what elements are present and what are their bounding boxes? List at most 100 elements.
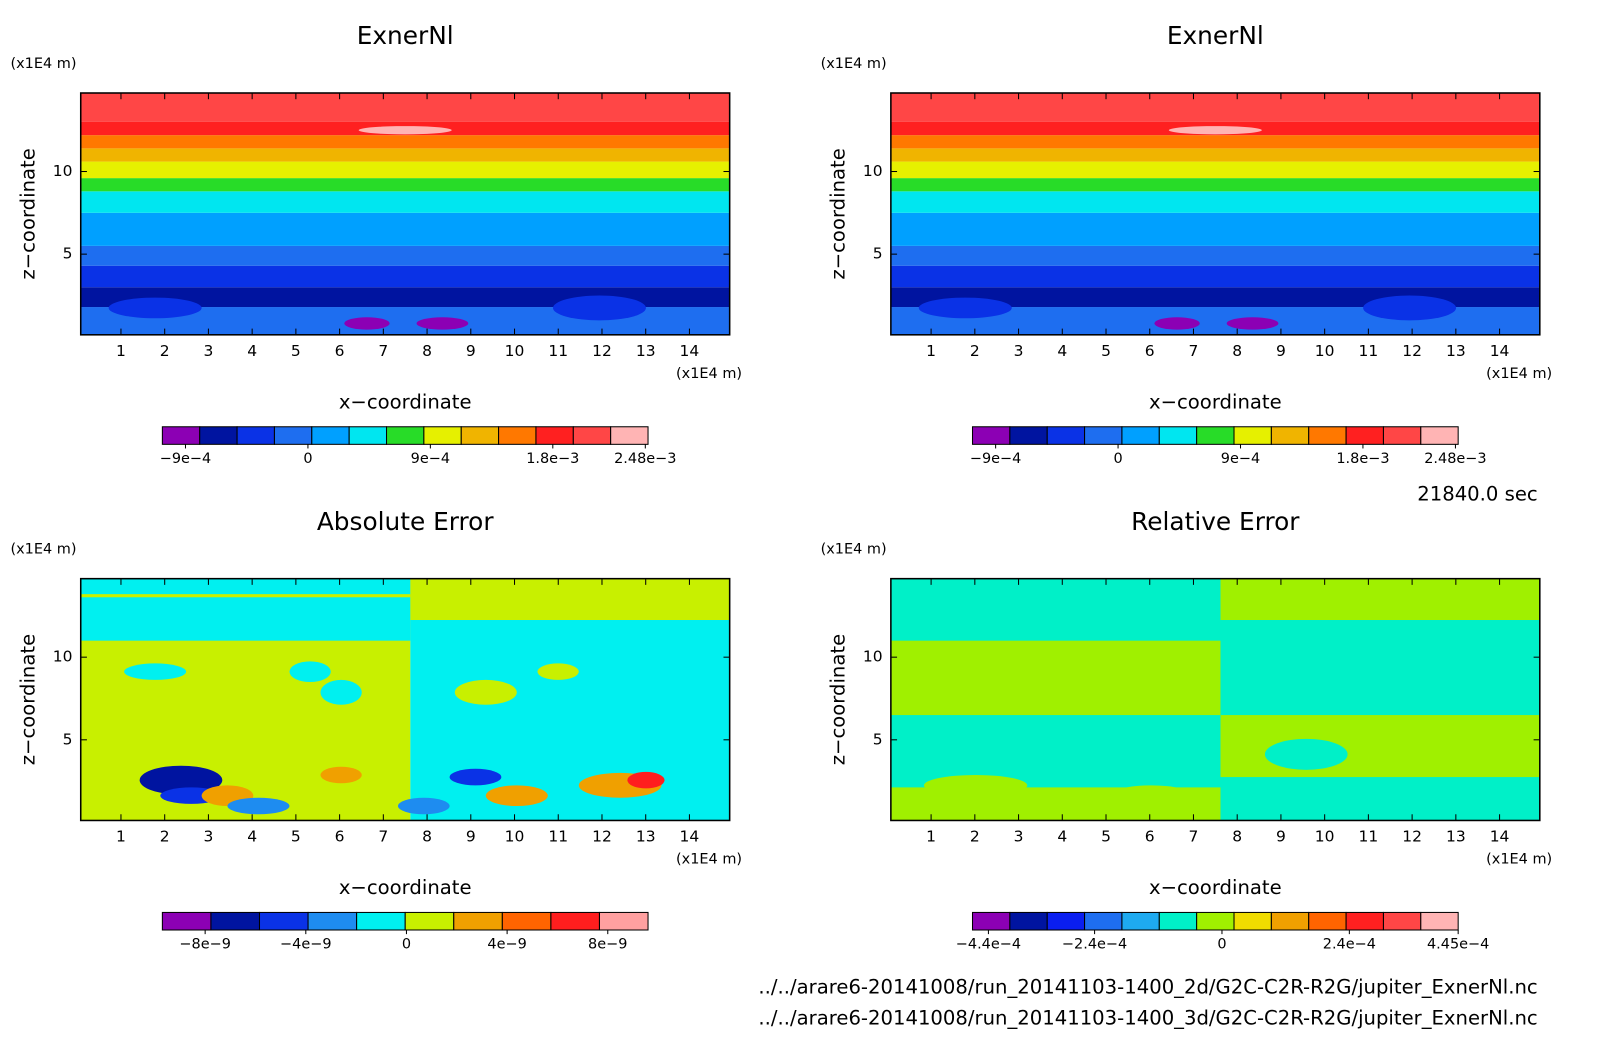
colorbar-box [307, 911, 358, 931]
colorbar-tick-label: 0 [1217, 936, 1226, 952]
field-blob [485, 785, 548, 806]
field-band [80, 148, 730, 162]
x-tick-label: 14 [1490, 342, 1510, 360]
field-band [80, 93, 730, 122]
colorbar-box [423, 426, 462, 445]
x-unit: (x1E4 m) [1486, 852, 1552, 868]
colorbar-box [386, 426, 425, 445]
x-tick-label: 2 [160, 828, 170, 846]
colorbar-tick-label: 4e−9 [487, 936, 526, 952]
x-tick-label: 11 [1359, 342, 1379, 360]
field-blob [397, 797, 450, 815]
field-band [890, 212, 1540, 246]
field-blob [344, 317, 390, 330]
y-tick-label: 5 [63, 730, 73, 748]
x-tick-label: 10 [1315, 828, 1335, 846]
colorbar-tick-label: 1.8e−3 [526, 451, 579, 467]
plot-frame [79, 92, 731, 336]
x-tick-label: 2 [970, 828, 980, 846]
colorbar-tick-label: 4.45e−4 [1427, 936, 1489, 952]
colorbar-tick-label: −8e−9 [179, 936, 231, 952]
colorbar-tick-label: 2.48e−3 [614, 451, 676, 467]
colorbar-box [610, 426, 649, 445]
x-tick-label: 6 [335, 828, 345, 846]
field-blob [289, 661, 331, 682]
field-band [890, 161, 1540, 179]
colorbar-tick-label: −2.4e−4 [1062, 936, 1127, 952]
colorbar-box [404, 911, 455, 931]
field-blob [449, 768, 502, 786]
colorbar-tick-label: −9e−4 [970, 451, 1022, 467]
colorbar-box [1009, 426, 1048, 445]
colorbar-box [161, 911, 212, 931]
colorbar-box [1345, 911, 1384, 931]
field-region [80, 578, 411, 641]
field-band [80, 191, 730, 213]
x-tick-label: 9 [1276, 828, 1286, 846]
y-axis-label: z−coordinate [827, 634, 850, 765]
panel: Relative Error (x1E4 m) (x1E4 m) x−coordina… [821, 507, 1553, 953]
x-tick-label: 10 [505, 828, 525, 846]
x-tick-label: 5 [291, 342, 301, 360]
field-band [80, 212, 730, 246]
x-tick-label: 1 [926, 828, 936, 846]
x-tick-label: 2 [970, 342, 980, 360]
x-tick-label: 3 [1014, 342, 1024, 360]
y-tick-label: 10 [53, 162, 73, 180]
field-band [890, 191, 1540, 213]
field-region [410, 578, 730, 620]
x-tick-label: 1 [116, 342, 126, 360]
field-band [890, 135, 1540, 149]
x-tick-label: 5 [291, 828, 301, 846]
x-tick-label: 3 [203, 342, 213, 360]
colorbar-tick-label: −9e−4 [160, 451, 212, 467]
colorbar-box [258, 911, 309, 931]
field-blob [1168, 126, 1262, 135]
field-blob [923, 775, 1028, 796]
field-region [1220, 715, 1540, 778]
x-unit: (x1E4 m) [1486, 366, 1552, 382]
x-tick-label: 6 [1145, 342, 1155, 360]
field-region [890, 715, 1221, 788]
field-blob [320, 766, 362, 784]
colorbar-box [1420, 426, 1459, 445]
colorbar-tick-label: −4.4e−4 [956, 936, 1021, 952]
colorbar-tick-label: 9e−4 [411, 451, 450, 467]
field-blob [537, 663, 579, 680]
field-blob [139, 765, 223, 795]
field-region [80, 594, 411, 598]
x-tick-label: 9 [466, 828, 476, 846]
colorbar-box [1308, 426, 1347, 445]
x-tick-label: 10 [505, 342, 525, 360]
colorbar-box [1084, 911, 1123, 931]
x-tick-label: 4 [1057, 828, 1067, 846]
colorbar-box [1196, 911, 1235, 931]
colorbar-tick-label: 1.8e−3 [1336, 451, 1389, 467]
colorbar-box [1158, 911, 1198, 931]
y-axis-label: z−coordinate [17, 148, 40, 279]
colorbar-box [1420, 911, 1459, 931]
x-axis-label: x−coordinate [339, 391, 472, 414]
colorbar-tick-label: 0 [402, 936, 411, 952]
colorbar-box [460, 426, 500, 445]
field-band [890, 148, 1540, 162]
field-band [890, 265, 1540, 288]
x-tick-label: 11 [1359, 828, 1379, 846]
field-blob [1363, 295, 1457, 321]
x-tick-label: 14 [680, 342, 700, 360]
field-band [890, 245, 1540, 266]
colorbar-box [210, 911, 261, 931]
x-tick-label: 11 [548, 828, 568, 846]
panel: ExnerNl (x1E4 m) (x1E4 m) x−coordinate z−coo… [821, 21, 1553, 467]
x-tick-label: 13 [1446, 342, 1466, 360]
colorbar-box [311, 426, 350, 445]
x-tick-label: 13 [636, 828, 656, 846]
field-blob [124, 663, 187, 680]
x-tick-label: 7 [1189, 342, 1199, 360]
x-tick-label: 13 [636, 342, 656, 360]
colorbar-tick-label: 0 [303, 451, 312, 467]
colorbar-box [1158, 426, 1198, 445]
x-tick-label: 7 [1189, 828, 1199, 846]
x-tick-label: 3 [203, 828, 213, 846]
